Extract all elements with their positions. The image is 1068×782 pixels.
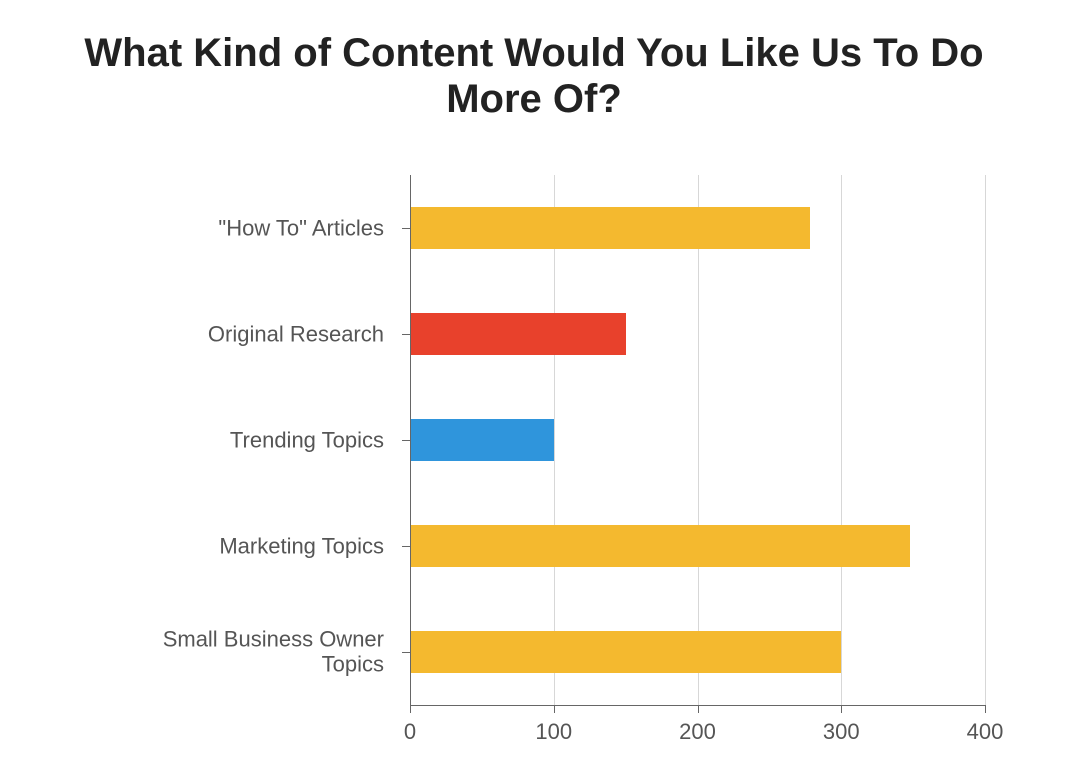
chart-container: What Kind of Content Would You Like Us T… [0,0,1068,782]
y-tick [402,228,410,229]
x-tick [985,705,986,713]
x-axis-label: 0 [404,719,416,745]
y-axis-label: Small Business Owner Topics [124,627,384,678]
y-axis-label: "How To" Articles [124,215,384,240]
gridline [698,175,699,705]
gridline [554,175,555,705]
bar [410,313,626,355]
y-tick [402,652,410,653]
bar [410,207,810,249]
bar [410,525,910,567]
y-axis-label: Original Research [124,321,384,346]
x-tick [410,705,411,713]
bar [410,631,841,673]
x-axis-line [410,705,985,706]
gridline [841,175,842,705]
plot-area: 0100200300400"How To" ArticlesOriginal R… [410,175,985,705]
x-tick [698,705,699,713]
y-tick [402,546,410,547]
y-axis-label: Trending Topics [124,427,384,452]
y-axis-label: Marketing Topics [124,533,384,558]
y-axis-line [410,175,411,705]
x-axis-label: 400 [967,719,1004,745]
chart-title: What Kind of Content Would You Like Us T… [0,0,1068,122]
y-tick [402,440,410,441]
x-axis-label: 200 [679,719,716,745]
x-axis-label: 100 [535,719,572,745]
x-axis-label: 300 [823,719,860,745]
gridline [985,175,986,705]
y-tick [402,334,410,335]
x-tick [554,705,555,713]
x-tick [841,705,842,713]
bar [410,419,554,461]
